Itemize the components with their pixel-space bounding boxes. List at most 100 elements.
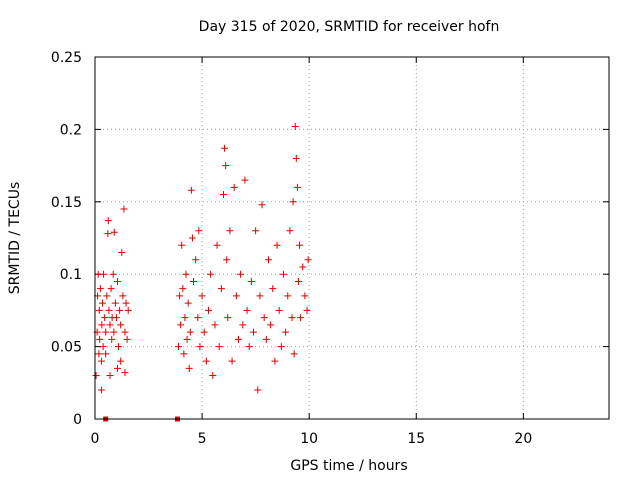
data-point [110, 328, 118, 336]
data-point [202, 357, 210, 365]
data-point [178, 241, 186, 249]
data-point [304, 256, 312, 264]
data-point [226, 227, 234, 235]
data-point [179, 285, 187, 293]
y-axis-label: SRMTID / TECUs [7, 182, 23, 295]
data-point [237, 270, 245, 278]
x-tick-label: 10 [300, 431, 318, 447]
data-point [100, 270, 108, 278]
data-point [102, 328, 110, 336]
data-point [249, 328, 257, 336]
data-point [185, 364, 193, 372]
data-point [271, 357, 279, 365]
data-point [184, 299, 192, 307]
data-point [95, 306, 103, 314]
data-point [282, 328, 290, 336]
data-point [297, 314, 305, 322]
data-point [181, 314, 189, 322]
data-point [101, 314, 109, 322]
x-axis-label: GPS time / hours [290, 458, 407, 474]
data-point [176, 292, 184, 300]
data-point [180, 350, 188, 358]
data-point [117, 321, 125, 329]
data-point [104, 230, 112, 238]
data-point [106, 372, 114, 380]
data-point [262, 335, 270, 343]
x-tick-label: 0 [91, 431, 100, 447]
data-point [105, 306, 113, 314]
data-point [109, 270, 117, 278]
data-point [97, 386, 105, 394]
data-point [192, 256, 200, 264]
y-tick-label: 0.15 [51, 195, 82, 211]
data-point [291, 123, 299, 131]
data-point [116, 306, 124, 314]
data-point [217, 285, 225, 293]
data-point [215, 343, 223, 351]
y-tick-label: 0 [73, 412, 82, 428]
data-point [102, 350, 110, 358]
data-point [289, 198, 297, 206]
data-point [117, 357, 125, 365]
tick-layer [94, 56, 609, 420]
data-point [95, 350, 103, 358]
data-point [296, 241, 304, 249]
y-tick-label: 0.05 [51, 340, 82, 356]
data-point [110, 228, 118, 236]
data-point [211, 321, 219, 329]
data-point [115, 343, 123, 351]
data-point [232, 292, 240, 300]
data-point [279, 270, 287, 278]
data-point [286, 227, 294, 235]
data-point [292, 154, 300, 162]
data-point [224, 314, 232, 322]
data-point [239, 321, 247, 329]
data-point [243, 306, 251, 314]
data-point [112, 314, 120, 322]
data-point [97, 357, 105, 365]
data-point [187, 186, 195, 194]
x-tick-label: 5 [198, 431, 207, 447]
plot-frame [94, 56, 610, 420]
data-point [220, 191, 227, 199]
data-point [247, 277, 255, 285]
data-point [222, 162, 230, 170]
data-point [228, 357, 236, 365]
data-point [230, 183, 238, 191]
data-point [294, 277, 302, 285]
data-point [122, 299, 130, 307]
data-point [245, 343, 253, 351]
data-point [303, 306, 311, 314]
y-tick-label: 0.2 [60, 122, 82, 138]
data-point [273, 241, 281, 249]
data-point [103, 292, 111, 300]
data-point [267, 321, 275, 329]
data-point [119, 292, 127, 300]
chart-title: Day 315 of 2020, SRMTID for receiver hof… [199, 19, 500, 35]
data-point [234, 335, 242, 343]
data-point [96, 335, 104, 343]
data-point [92, 372, 100, 380]
data-point [188, 234, 196, 242]
grid-layer [95, 57, 609, 419]
data-point [254, 386, 262, 394]
data-point [275, 306, 283, 314]
data-point [118, 248, 126, 256]
data-point [207, 270, 215, 278]
data-point [200, 328, 208, 336]
data-point [260, 314, 268, 322]
x-tick-label: 15 [407, 431, 425, 447]
data-point [221, 144, 229, 152]
data-point [96, 285, 104, 293]
data-point [196, 343, 204, 351]
data-point [111, 299, 119, 307]
data-point [113, 364, 121, 372]
data-point [241, 176, 249, 184]
data-point [252, 227, 260, 235]
data-point [301, 292, 309, 300]
data-point [182, 270, 190, 278]
data-point [183, 335, 191, 343]
data-point [264, 256, 272, 264]
